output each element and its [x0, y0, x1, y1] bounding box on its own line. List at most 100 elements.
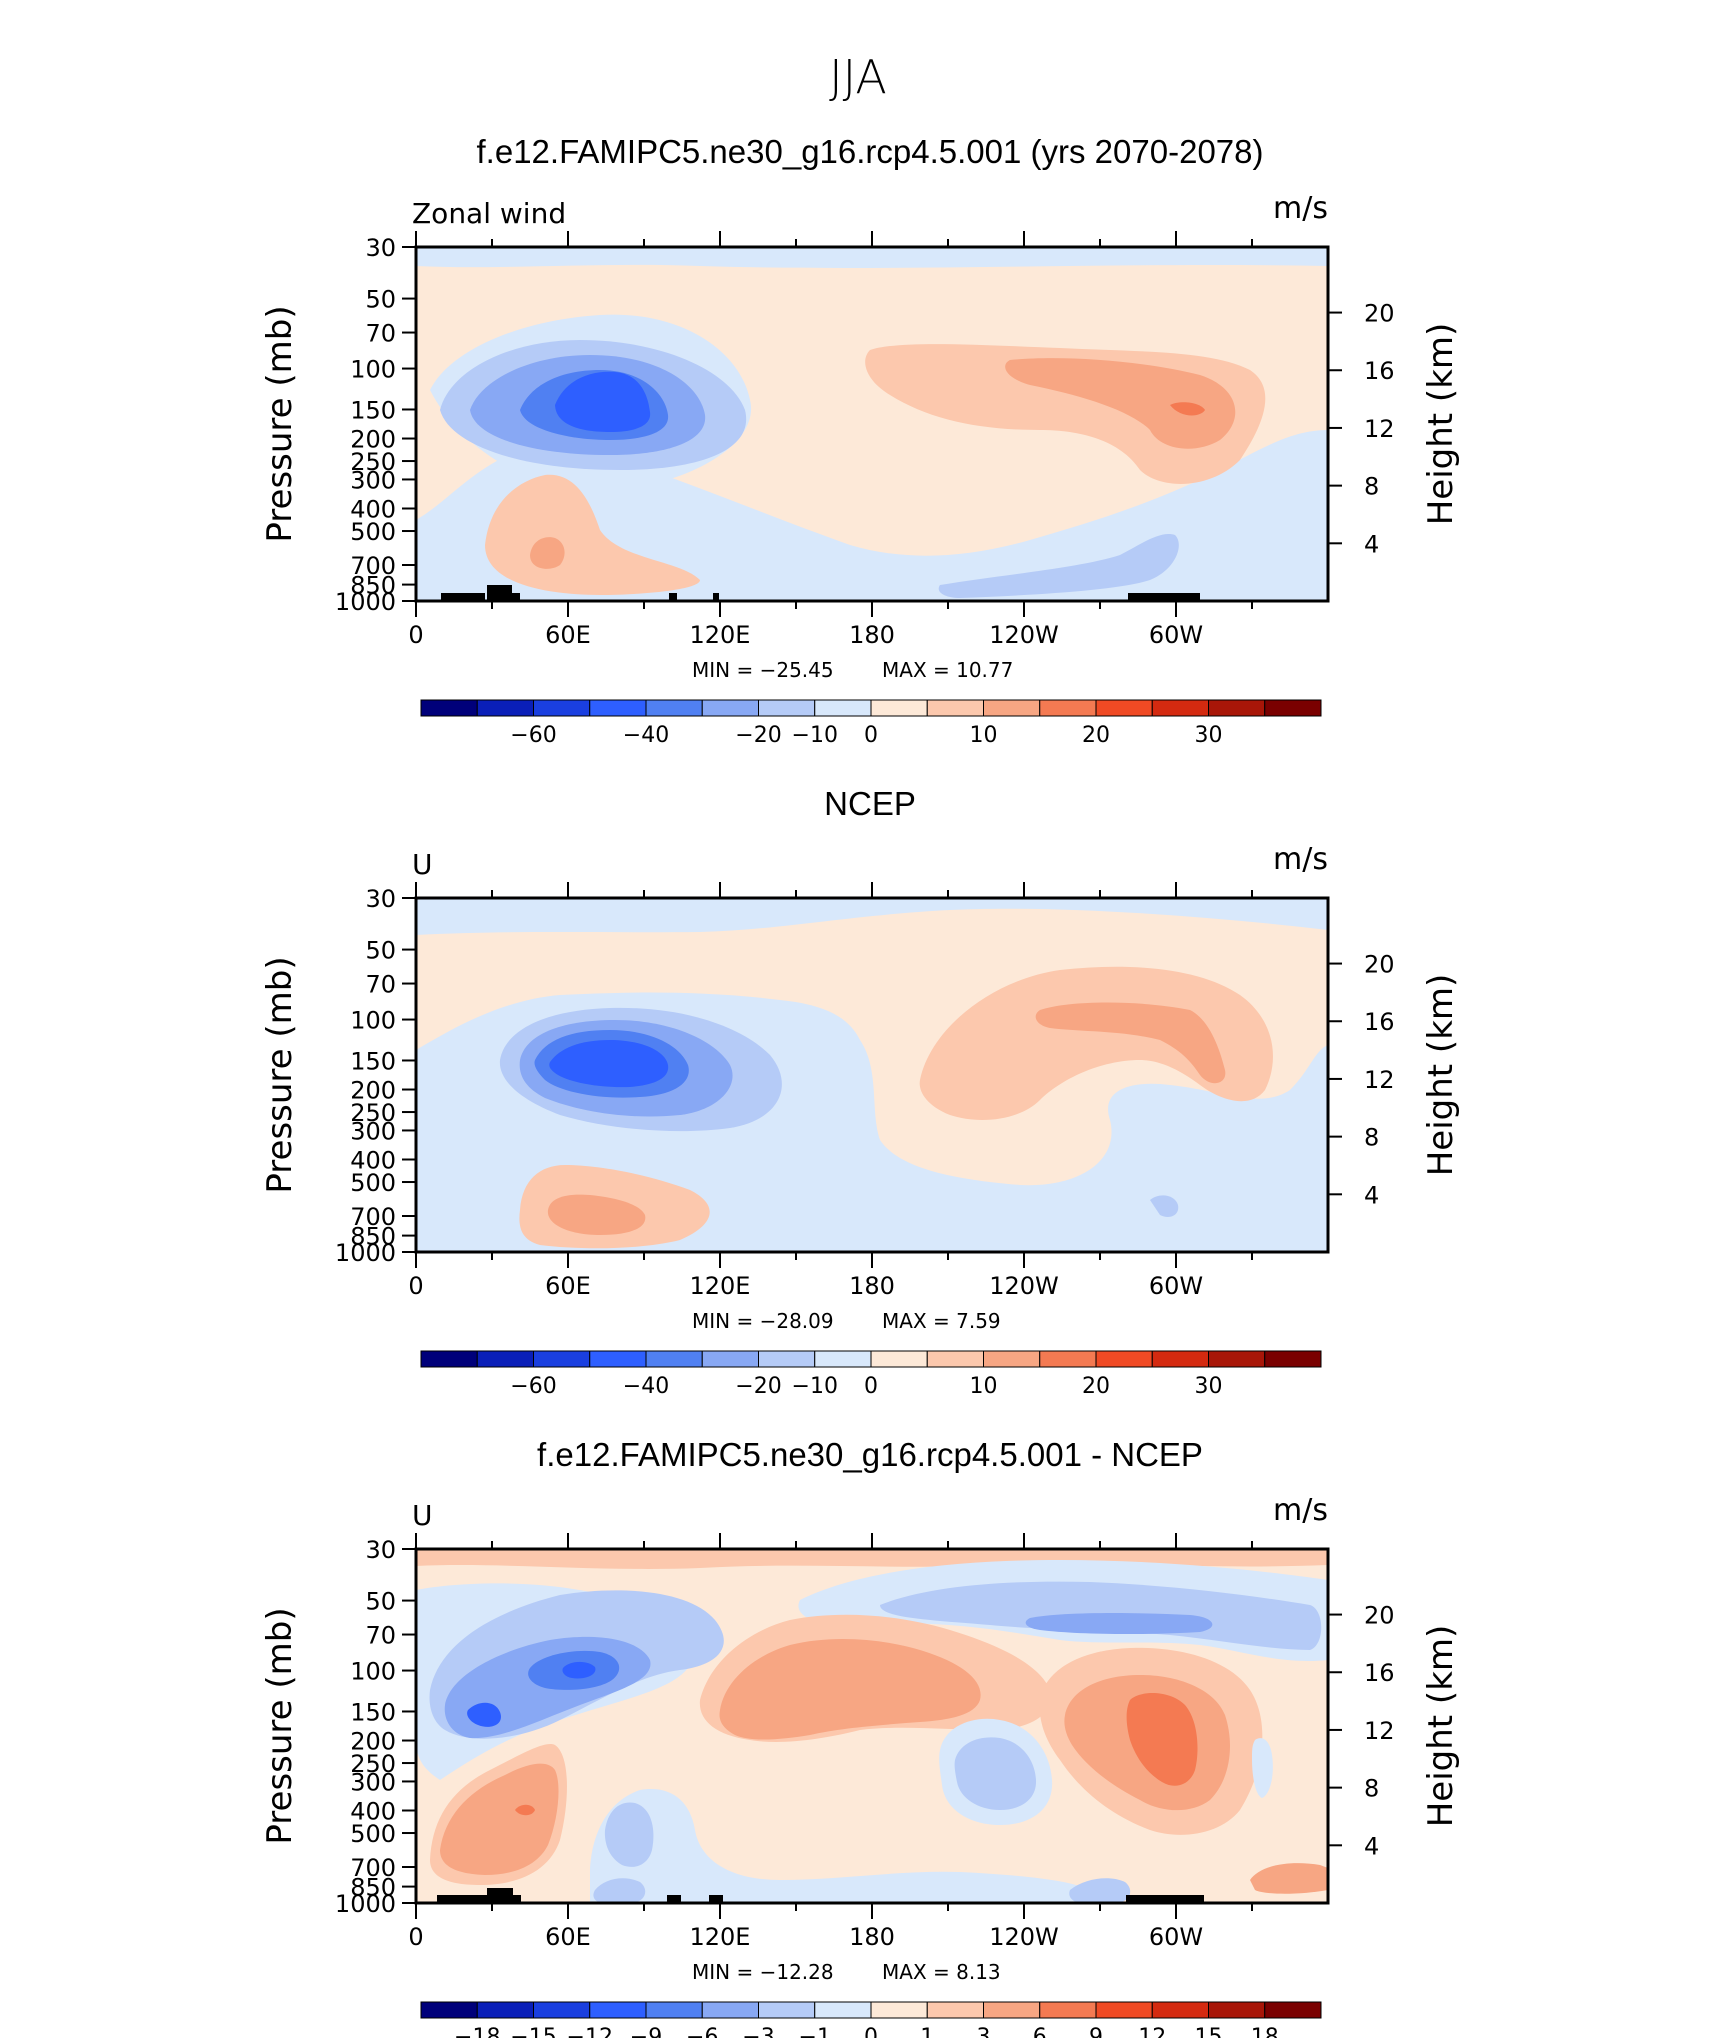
colorbar-label: −6 [686, 2025, 718, 2038]
panel-1-lower-west-c2 [530, 537, 565, 569]
y-tick-label: 30 [365, 1536, 396, 1564]
colorbar-swatch [926, 2001, 984, 2019]
colorbar-swatch [476, 2001, 534, 2019]
y-tick-label: 50 [365, 1588, 396, 1616]
y-tick-label: 50 [365, 937, 396, 965]
panel-3-pos-left-c2 [440, 1763, 559, 1875]
colorbar-label: 10 [970, 1374, 998, 1399]
colorbar-label: 12 [1138, 2025, 1166, 2038]
x-tick-label: 180 [849, 1923, 895, 1951]
colorbar-swatch [1208, 2001, 1266, 2019]
y-tick-label: 400 [350, 495, 396, 523]
y-tick-label: 1000 [335, 1890, 396, 1918]
panel-3-title: f.e12.FAMIPC5.ne30_g16.rcp4.5.001 - NCEP [537, 1436, 1203, 1473]
x-tick-label: 120W [989, 1272, 1059, 1300]
colorbar-swatch [1039, 699, 1097, 717]
x-tick-label: 60E [545, 621, 591, 649]
colorbar-label: 0 [864, 2025, 878, 2038]
panel-3-right-neg-strip [1252, 1738, 1273, 1798]
y-tick-label: 850 [350, 1223, 396, 1251]
y-tick-label: 700 [350, 1854, 396, 1882]
y-tick-label: 250 [350, 1099, 396, 1127]
y-tick-label: 100 [350, 1007, 396, 1035]
panel-3-neg-lower-c1 [590, 1789, 1090, 1903]
colorbar-swatch [758, 1350, 816, 1368]
x-tick-label: 180 [849, 1272, 895, 1300]
right-tick-label: 16 [1364, 1008, 1395, 1036]
colorbar-label: −10 [792, 1374, 838, 1399]
panel-2-max: MAX = 7.59 [882, 1309, 1001, 1333]
panel-3-upper-neg-c3 [1025, 1613, 1213, 1635]
colorbar-label: −1 [799, 2025, 831, 2038]
colorbar-swatch [1039, 2001, 1097, 2019]
panel-3-neg-lower-c2 [604, 1802, 654, 1867]
colorbar-label: 30 [1195, 723, 1223, 748]
colorbar-swatch [533, 1350, 591, 1368]
panel-3-y-title: Pressure (mb) [260, 1607, 300, 1844]
y-tick-label: 500 [350, 518, 396, 546]
panel-3-neg-lower-c3 [593, 1878, 646, 1903]
y-tick-label: 1000 [335, 1239, 396, 1267]
colorbar-swatch [1264, 2001, 1322, 2019]
panel-1-min: MIN = −25.45 [692, 658, 834, 682]
colorbar-label: 20 [1082, 1374, 1110, 1399]
panel-3-right-title: Height (km) [1421, 1625, 1461, 1828]
right-tick-label: 4 [1364, 530, 1379, 558]
colorbar-label: 0 [864, 1374, 878, 1399]
y-tick-label: 850 [350, 572, 396, 600]
colorbar-swatch [814, 1350, 872, 1368]
y-tick-label: 150 [350, 1698, 396, 1726]
panel-3-colorbar: −18 −15 −12 −9 −6 −3 −1 0 1 3 6 9 12 15 18 [420, 2001, 1322, 2043]
colorbar-swatch [1151, 2001, 1209, 2019]
panel-1-west-c2 [1005, 358, 1236, 449]
y-tick-label: 50 [365, 286, 396, 314]
colorbar-swatch [701, 2001, 759, 2019]
colorbar-swatch [1095, 699, 1153, 717]
colorbar-label: −20 [735, 1374, 781, 1399]
colorbar-swatch [589, 2001, 647, 2019]
colorbar-label: −9 [630, 2025, 662, 2038]
colorbar-swatch [701, 699, 759, 717]
panel-2-jet-c4 [549, 1040, 669, 1088]
panel-1-west-c3 [1170, 402, 1205, 416]
colorbar-swatch [1208, 699, 1266, 717]
colorbar-label: −12 [567, 2025, 613, 2038]
y-tick-label: 30 [365, 885, 396, 913]
panel-1: f.e12.FAMIPC5.ne30_g16.rcp4.5.001 (yrs 2… [260, 133, 1461, 748]
colorbar-swatch [983, 699, 1041, 717]
colorbar-swatch [758, 699, 816, 717]
panel-2-y-title: Pressure (mb) [260, 956, 300, 1193]
colorbar-swatch [1039, 1350, 1097, 1368]
right-tick-label: 8 [1364, 1775, 1379, 1803]
panel-1-y-title: Pressure (mb) [260, 305, 300, 542]
x-tick-label: 60W [1149, 621, 1203, 649]
colorbar-swatch [533, 699, 591, 717]
panel-3-land-mask [437, 1888, 1204, 1903]
y-tick-label: 300 [350, 1117, 396, 1145]
colorbar-swatch [476, 699, 534, 717]
colorbar-label: −10 [792, 723, 838, 748]
panel-1-title: f.e12.FAMIPC5.ne30_g16.rcp4.5.001 (yrs 2… [477, 133, 1264, 170]
y-tick-label: 500 [350, 1820, 396, 1848]
panel-1-land-mask [441, 585, 1200, 601]
y-tick-label: 400 [350, 1146, 396, 1174]
right-tick-label: 20 [1364, 951, 1395, 979]
panel-1-low-easterly [938, 534, 1179, 598]
y-tick-label: 1000 [335, 588, 396, 616]
y-tick-label: 100 [350, 356, 396, 384]
y-tick-label: 100 [350, 1658, 396, 1686]
colorbar-label: −20 [735, 723, 781, 748]
right-tick-label: 16 [1364, 357, 1395, 385]
y-tick-label: 400 [350, 1797, 396, 1825]
x-tick-label: 0 [408, 621, 423, 649]
panel-3-units: m/s [1273, 1493, 1328, 1528]
y-tick-label: 300 [350, 466, 396, 494]
colorbar-label: 9 [1089, 2025, 1103, 2038]
colorbar-swatch [1095, 2001, 1153, 2019]
panel-2: NCEP U m/s 30507010015020025030040050070… [260, 785, 1461, 1399]
right-tick-label: 8 [1364, 1124, 1379, 1152]
panel-3: f.e12.FAMIPC5.ne30_g16.rcp4.5.001 - NCEP… [260, 1436, 1461, 2043]
panel-2-title: NCEP [824, 785, 916, 822]
